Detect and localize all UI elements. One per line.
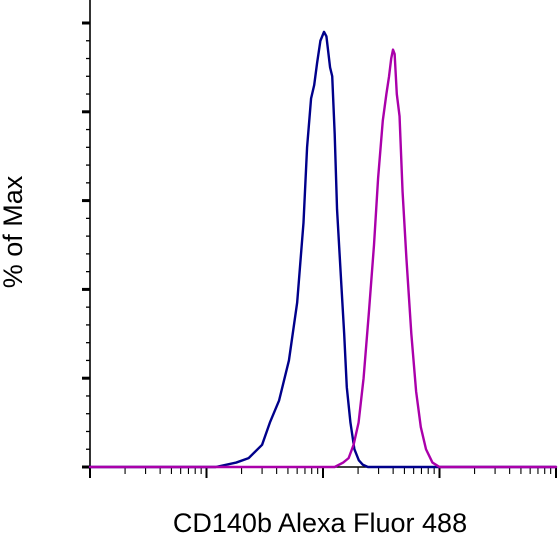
y-axis	[82, 0, 91, 469]
x-ticks	[89, 467, 557, 478]
series-line-2	[88, 48, 558, 469]
series-layer	[88, 30, 558, 469]
x-axis-title: CD140b Alexa Fluor 488	[173, 508, 467, 537]
y-axis-title: % of Max	[0, 175, 28, 288]
y-ticks	[82, 21, 90, 469]
series-line-1	[88, 30, 558, 469]
x-axis	[89, 466, 557, 478]
